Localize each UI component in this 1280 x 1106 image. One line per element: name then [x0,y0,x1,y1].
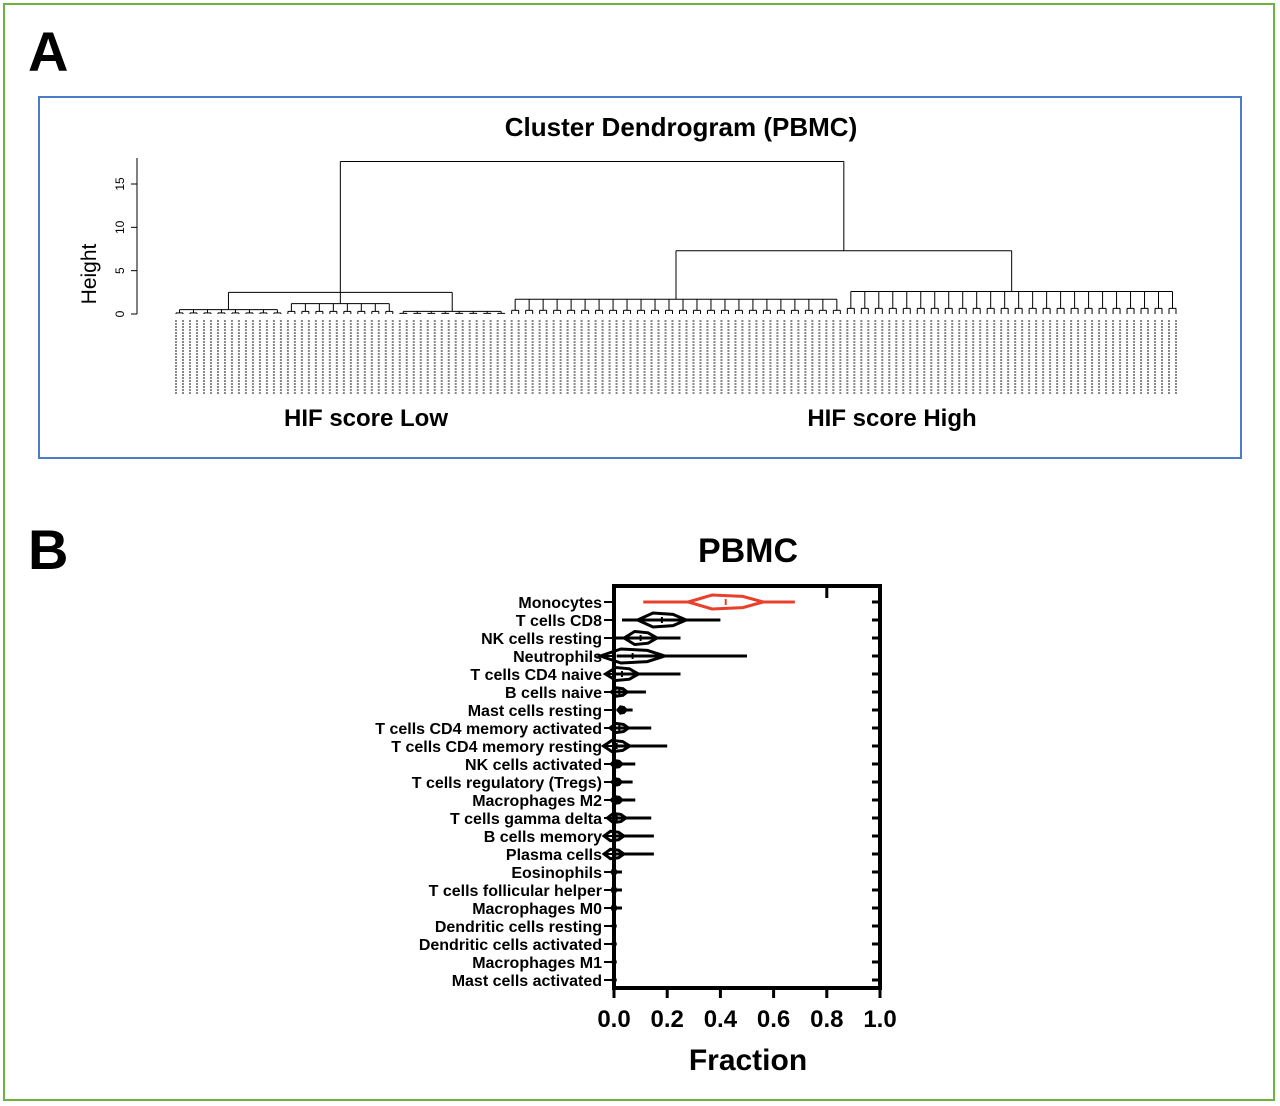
violin-shape [609,686,630,698]
dendrogram-y-tick-label: 5 [113,267,127,274]
violin-plot-box [612,584,882,990]
violin-category-label: Mast cells resting [468,703,602,720]
violin-category-label: Macrophages M1 [472,955,602,972]
group-label-high: HIF score High [807,405,976,432]
violin-shape [607,721,632,735]
dendrogram-y-tick-label: 0 [113,310,127,317]
violin-shape [621,629,661,647]
dendrogram-ylabel: Height [78,243,101,304]
violin-category-label: Monocytes [518,595,602,612]
violin-shape [609,794,625,806]
dendrogram-y-ticks: 0 5 10 15 [113,177,137,317]
violin-shape [609,758,625,770]
violin-category-label: Macrophages M2 [472,793,602,810]
group-label-low: HIF score Low [284,405,448,432]
violin-category-label: T cells follicular helper [429,883,602,900]
dendrogram-leaf-labels [175,320,1177,394]
violin-category-label: T cells CD4 memory resting [391,739,602,756]
violin-category-label: Dendritic cells activated [419,937,602,954]
dendrogram-title: Cluster Dendrogram (PBMC) [505,112,857,142]
panel-label-b: B [28,518,69,581]
violin-shape [600,738,633,754]
violin-x-tick-label: 0.4 [704,1006,738,1033]
panel-label-a: A [28,20,69,83]
violin-shape [604,811,629,825]
violin-shape [610,777,624,787]
violin-category-label: B cells naive [505,685,602,702]
violin-category-label: Dendritic cells resting [435,919,602,936]
violin-category-label: Macrophages M0 [472,901,602,918]
violin-category-label: T cells gamma delta [450,811,602,828]
violin-x-ticks: 0.0 0.2 0.4 0.6 0.8 1.0 [597,588,897,1033]
violin-shape [601,847,627,861]
violin-shape [633,611,691,629]
violin-x-tick-label: 0.6 [757,1006,790,1033]
dendrogram-y-tick-label: 10 [113,220,127,234]
violin-category-label: Eosinophils [511,865,602,882]
violin-category-label: T cells CD8 [516,613,602,630]
figure-frame [3,3,1275,1101]
violin-x-tick-label: 0.8 [810,1006,843,1033]
violin-shape [616,705,628,715]
violin-category-label: NK cells resting [481,631,602,648]
violin-category-label: Plasma cells [506,847,602,864]
dendrogram-tree [175,160,1177,314]
violin-category-label: T cells regulatory (Tregs) [412,775,602,792]
violin-x-tick-label: 1.0 [863,1006,896,1033]
violin-category-label: Neutrophils [513,649,602,666]
panel-a-border [38,96,1242,459]
violin-x-tick-label: 0.0 [597,1006,630,1033]
violin-shape [595,647,670,665]
violin-x-tick-label: 0.2 [651,1006,684,1033]
dendrogram-y-tick-label: 15 [113,177,127,191]
dendrogram-chart: Cluster Dendrogram (PBMC) Height 051015 … [78,112,1177,432]
violin-shape [601,829,627,843]
violin-category-label: T cells CD4 memory activated [375,721,602,738]
violin-category-label: NK cells activated [465,757,602,774]
violin-category-label: Mast cells activated [452,973,602,990]
violin-shape [602,665,642,683]
violin-category-label: T cells CD4 naive [470,667,602,684]
violin-category-label: B cells memory [484,829,602,846]
violin-xlabel: Fraction [689,1044,807,1077]
violin-title: PBMC [698,532,798,570]
